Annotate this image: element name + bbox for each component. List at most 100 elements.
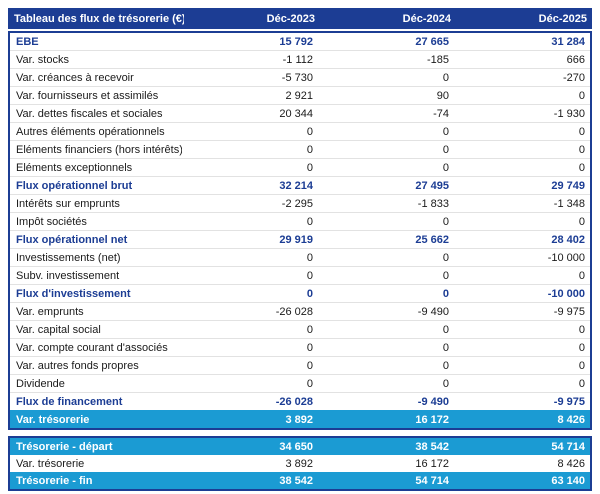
- row-label: Var. emprunts: [16, 305, 84, 318]
- cell-value: 54 714: [551, 440, 585, 453]
- cell-value: -9 490: [417, 395, 449, 408]
- cell-value: 0: [578, 143, 585, 156]
- row-label: Investissements (net): [16, 251, 121, 264]
- cell-value: 0: [306, 251, 313, 264]
- table-row: Flux d'investissement 0 0 -10 000: [10, 284, 590, 302]
- cell-value: -9 975: [553, 395, 585, 408]
- table-row: EBE 15 792 27 665 31 284: [10, 33, 590, 50]
- cell-value: -5 730: [281, 71, 313, 84]
- cell-value: 27 495: [415, 179, 449, 192]
- cell-value: 38 542: [415, 440, 449, 453]
- table-title: Tableau des flux de trésorerie (€): [14, 12, 184, 25]
- table-row: Var. emprunts -26 028 -9 490 -9 975: [10, 302, 590, 320]
- row-label: Subv. investissement: [16, 269, 120, 282]
- row-label: Var. capital social: [16, 323, 101, 336]
- table-row: Var. créances à recevoir -5 730 0 -270: [10, 68, 590, 86]
- cell-value: 0: [578, 269, 585, 282]
- cell-value: 15 792: [279, 35, 313, 48]
- column-header-year-3: Déc-2025: [538, 12, 587, 25]
- cell-value: 32 214: [279, 179, 313, 192]
- cell-value: 0: [578, 359, 585, 372]
- cell-value: 0: [442, 269, 449, 282]
- cell-value: -1 112: [282, 53, 313, 66]
- row-label: Flux d'investissement: [16, 287, 131, 300]
- row-label: Flux de financement: [16, 395, 123, 408]
- table-header-row: Tableau des flux de trésorerie (€) Déc-2…: [8, 8, 592, 29]
- row-label: Dividende: [16, 377, 65, 390]
- row-label: Trésorerie - départ: [16, 440, 113, 453]
- cell-value: -9 490: [417, 305, 449, 318]
- cell-value: -26 028: [275, 305, 313, 318]
- cell-value: -10 000: [547, 287, 585, 300]
- cell-value: 31 284: [551, 35, 585, 48]
- table-row: Var. dettes fiscales et sociales 20 344 -7…: [10, 104, 590, 122]
- cell-value: 0: [442, 323, 449, 336]
- row-label: Var. dettes fiscales et sociales: [16, 107, 163, 120]
- cell-value: 29 919: [279, 233, 313, 246]
- table-row: Var. autres fonds propres 0 0 0: [10, 356, 590, 374]
- cell-value: -270: [562, 71, 585, 84]
- cell-value: 0: [306, 125, 313, 138]
- column-header-year-1: Déc-2023: [266, 12, 315, 25]
- table-row: Var. trésorerie 3 892 16 172 8 426: [10, 455, 590, 472]
- cell-value: -1 833: [417, 197, 449, 210]
- cell-value: -26 028: [275, 395, 313, 408]
- table-row: Impôt sociétés 0 0 0: [10, 212, 590, 230]
- cell-value: 63 140: [551, 474, 585, 487]
- cell-value: 0: [442, 215, 449, 228]
- table-row: Intérêts sur emprunts -2 295 -1 833 -1 348: [10, 194, 590, 212]
- cell-value: 0: [578, 89, 585, 102]
- cell-value: 0: [578, 323, 585, 336]
- table-row: Var. capital social 0 0 0: [10, 320, 590, 338]
- cell-value: 0: [442, 287, 449, 300]
- cell-value: 2 921: [285, 89, 313, 102]
- cell-value: 0: [578, 215, 585, 228]
- cell-value: 666: [566, 53, 585, 66]
- cell-value: 0: [306, 287, 313, 300]
- table-row: Trésorerie - fin 38 542 54 714 63 140: [10, 472, 590, 489]
- table-row: Flux opérationnel net 29 919 25 662 28 402: [10, 230, 590, 248]
- cell-value: 0: [442, 377, 449, 390]
- cell-value: 25 662: [415, 233, 449, 246]
- cell-value: -1 930: [553, 107, 585, 120]
- cell-value: 28 402: [551, 233, 585, 246]
- cell-value: 0: [306, 377, 313, 390]
- table-row: Eléments financiers (hors intérêts) 0 0 0: [10, 140, 590, 158]
- cell-value: 16 172: [415, 413, 449, 426]
- cell-value: 0: [442, 161, 449, 174]
- cell-value: 0: [306, 269, 313, 282]
- row-label: Var. fournisseurs et assimilés: [16, 89, 159, 102]
- row-label: Var. stocks: [16, 53, 69, 66]
- column-header-year-2: Déc-2024: [402, 12, 451, 25]
- cash-flow-table-body: EBE 15 792 27 665 31 284 Var. stocks -1 112 -1…: [8, 31, 592, 430]
- table-row: Var. fournisseurs et assimilés 2 921 90 0: [10, 86, 590, 104]
- row-label: Eléments financiers (hors intérêts): [16, 143, 182, 156]
- row-label: Var. compte courant d'associés: [16, 341, 168, 354]
- table-row: Investissements (net) 0 0 -10 000: [10, 248, 590, 266]
- row-label: Intérêts sur emprunts: [16, 197, 120, 210]
- cell-value: 0: [442, 143, 449, 156]
- table-row: Eléments exceptionnels 0 0 0: [10, 158, 590, 176]
- cell-value: 54 714: [415, 474, 449, 487]
- table-row: Flux de financement -26 028 -9 490 -9 975: [10, 392, 590, 410]
- row-label: Autres éléments opérationnels: [16, 125, 165, 138]
- cell-value: 0: [442, 71, 449, 84]
- cell-value: 29 749: [551, 179, 585, 192]
- cell-value: 0: [442, 359, 449, 372]
- cell-value: 0: [306, 323, 313, 336]
- cell-value: 0: [578, 161, 585, 174]
- cell-value: -10 000: [547, 251, 585, 264]
- cell-value: -74: [433, 107, 449, 120]
- treasury-summary-table: Trésorerie - départ 34 650 38 542 54 714 Var…: [8, 436, 592, 491]
- cell-value: -1 348: [553, 197, 585, 210]
- table-row: Autres éléments opérationnels 0 0 0: [10, 122, 590, 140]
- table-row: Var. stocks -1 112 -185 666: [10, 50, 590, 68]
- cell-value: 0: [578, 377, 585, 390]
- cell-value: 0: [442, 125, 449, 138]
- cell-value: 27 665: [415, 35, 449, 48]
- cell-value: 90: [436, 89, 449, 102]
- row-label: Var. autres fonds propres: [16, 359, 139, 372]
- cell-value: -185: [426, 53, 449, 66]
- row-label: Impôt sociétés: [16, 215, 87, 228]
